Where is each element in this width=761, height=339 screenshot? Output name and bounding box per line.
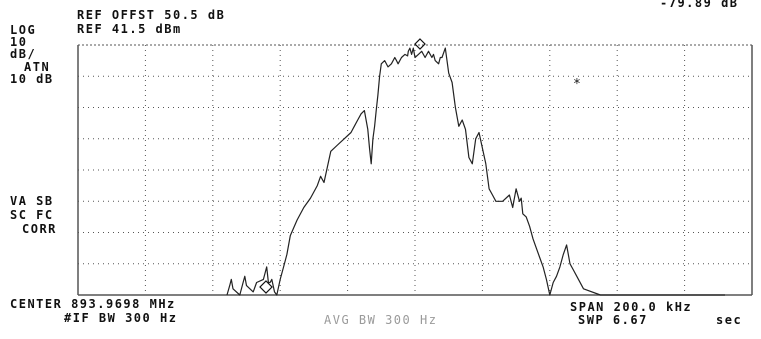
scale-div-label: 10 [10,35,28,49]
ref-offset-label: REF OFFST 50.5 dB [77,8,226,22]
sc-fc-label: SC FC [10,208,54,222]
ref-level-label: REF 41.5 dBm [77,22,182,36]
va-sb-label: VA SB [10,194,54,208]
corr-label: CORR [22,222,57,236]
if-bandwidth-label: #IF BW 300 Hz [64,311,178,325]
atten-value: 10 dB [10,72,54,86]
trace-layer: * [226,38,725,296]
scale-log-label: LOG [10,23,37,37]
sweep-time-unit: sec [716,313,743,327]
atten-label: ATN [24,60,51,74]
delta-marker-icon [259,280,273,294]
sweep-time-label: SWP 6.67 [578,313,648,327]
graticule [77,44,753,296]
spectrum-trace [226,47,725,296]
scale-unit-label: dB/ [10,47,37,61]
avg-bandwidth-label: AVG BW 300 Hz [324,313,438,327]
center-frequency-label: CENTER 893.9698 MHz [10,297,176,311]
marker-readout: -79.89 dB [660,0,739,10]
asterisk-icon: * [573,77,581,92]
span-label: SPAN 200.0 kHz [570,300,693,314]
peak-marker-icon [414,38,426,50]
